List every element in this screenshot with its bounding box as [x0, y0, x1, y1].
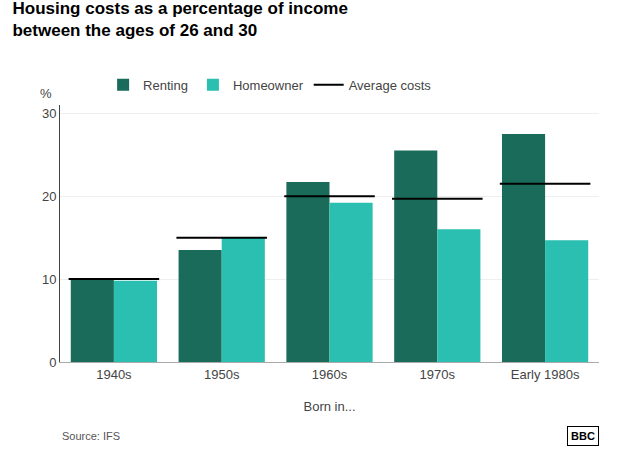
svg-text:Born in...: Born in... — [303, 399, 355, 414]
svg-text:Housing costs as a percentage: Housing costs as a percentage of incomeb… — [12, 0, 347, 40]
svg-text:1940s: 1940s — [96, 367, 132, 382]
svg-text:Source: IFS: Source: IFS — [62, 430, 120, 442]
svg-text:1950s: 1950s — [204, 367, 240, 382]
svg-text:Homeowner: Homeowner — [233, 78, 304, 93]
svg-text:Average costs: Average costs — [349, 78, 432, 93]
svg-text:1970s: 1970s — [420, 367, 456, 382]
svg-text:10: 10 — [42, 272, 56, 287]
svg-text:Renting: Renting — [143, 78, 188, 93]
svg-text:BBC: BBC — [571, 430, 595, 442]
svg-text:30: 30 — [42, 106, 56, 121]
svg-text:Early 1980s: Early 1980s — [511, 367, 580, 382]
svg-text:1960s: 1960s — [312, 367, 348, 382]
svg-text:20: 20 — [42, 189, 56, 204]
svg-text:%: % — [40, 86, 52, 101]
svg-text:0: 0 — [49, 355, 56, 370]
